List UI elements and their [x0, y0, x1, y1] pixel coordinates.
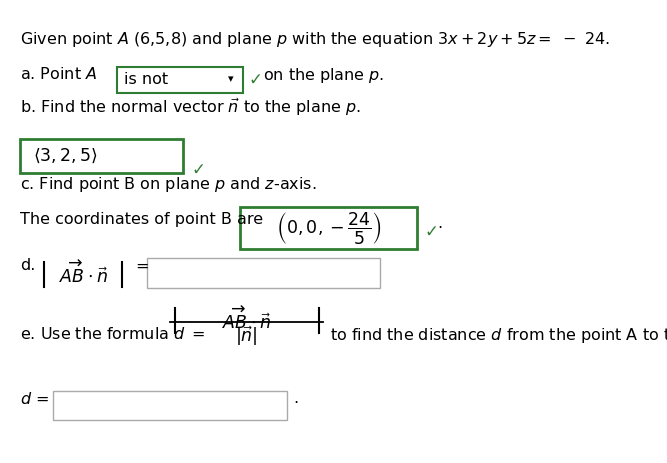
Text: ✓: ✓ [249, 70, 263, 88]
Text: a. Point $\mathit{A}$: a. Point $\mathit{A}$ [20, 66, 97, 82]
Text: ✓: ✓ [425, 223, 439, 241]
Text: .: . [293, 391, 299, 406]
Text: $\langle 3,2,5\rangle$: $\langle 3,2,5\rangle$ [33, 147, 98, 165]
Text: $\overrightarrow{AB} \cdot \vec{n}$: $\overrightarrow{AB} \cdot \vec{n}$ [222, 307, 271, 333]
Text: c. Find point B on plane $\mathit{p}$ and $z$-axis.: c. Find point B on plane $\mathit{p}$ an… [20, 175, 316, 194]
Text: e. Use the formula $d~=$: e. Use the formula $d~=$ [20, 326, 205, 343]
Text: to find the distance $d$ from the point A to the plane $\mathit{p}$ .: to find the distance $d$ from the point … [330, 326, 667, 345]
FancyBboxPatch shape [20, 139, 183, 173]
Text: $\overrightarrow{AB} \cdot \vec{n}$: $\overrightarrow{AB} \cdot \vec{n}$ [59, 261, 108, 287]
Text: ✓: ✓ [191, 161, 205, 178]
Text: b. Find the normal vector $\vec{n}$ to the plane $\mathit{p}$.: b. Find the normal vector $\vec{n}$ to t… [20, 97, 361, 119]
Text: $\left(0,0,-\dfrac{24}{5}\right)$: $\left(0,0,-\dfrac{24}{5}\right)$ [275, 210, 382, 246]
Text: $=$: $=$ [132, 258, 149, 273]
Text: Given point $\mathit{A}$ (6,5,8) and plane $\mathit{p}$ with the equation $3x + : Given point $\mathit{A}$ (6,5,8) and pla… [20, 30, 610, 49]
Text: ▾: ▾ [228, 75, 234, 84]
Text: .: . [437, 216, 442, 231]
FancyBboxPatch shape [117, 67, 243, 93]
Text: $d$ =: $d$ = [20, 391, 49, 407]
Text: $|\vec{n}|$: $|\vec{n}|$ [235, 324, 258, 348]
Text: is not: is not [124, 72, 169, 87]
FancyBboxPatch shape [240, 207, 417, 249]
FancyBboxPatch shape [53, 391, 287, 420]
Text: d.: d. [20, 258, 35, 273]
FancyBboxPatch shape [147, 258, 380, 288]
Text: The coordinates of point B are: The coordinates of point B are [20, 212, 263, 226]
Text: on the plane $\mathit{p}$.: on the plane $\mathit{p}$. [263, 66, 385, 85]
